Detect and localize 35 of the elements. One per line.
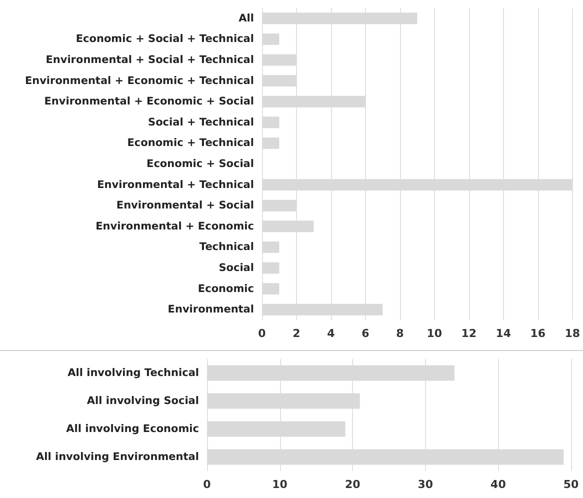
y-tick-label: Environmental + Economic + Social	[44, 96, 254, 108]
y-tick-label: Environmental + Technical	[97, 178, 254, 191]
x-tick-label: 50	[563, 478, 579, 491]
y-tick-label: All	[238, 12, 254, 24]
x-tick-label: 8	[396, 327, 404, 340]
y-tick-label: Social	[218, 262, 254, 274]
y-tick-label: Economic + Social	[146, 158, 254, 170]
y-tick-label: Economic + Technical	[127, 137, 254, 150]
y-tick-label: Environmental + Economic	[96, 220, 254, 232]
x-tick-label: 30	[418, 478, 434, 491]
y-tick-label: Social + Technical	[148, 116, 254, 128]
y-tick-label: All involving Technical	[68, 367, 199, 379]
y-tick-label: All involving Economic	[66, 423, 199, 435]
x-tick-label: 10	[272, 478, 288, 491]
y-tick-label: Environmental + Social + Technical	[46, 54, 254, 66]
y-tick-label: Economic	[198, 282, 254, 295]
x-tick-label: 18	[564, 327, 580, 340]
x-tick-label: 0	[203, 478, 212, 491]
y-tick-label: Technical	[199, 241, 254, 254]
y-tick-label: All involving Social	[86, 395, 199, 407]
x-tick-label: 4	[327, 327, 336, 340]
y-tick-label: Environmental + Social	[116, 200, 254, 212]
x-tick-label: 0	[258, 327, 266, 340]
x-tick-label: 6	[362, 327, 370, 340]
x-tick-label: 12	[461, 327, 477, 340]
x-tick-label: 40	[490, 478, 506, 491]
y-tick-label: Economic + Social + Technical	[76, 33, 254, 46]
x-tick-label: 10	[426, 327, 442, 340]
x-tick-label: 16	[530, 327, 546, 340]
x-tick-label: 20	[344, 478, 361, 491]
y-tick-label: Environmental	[168, 304, 254, 316]
y-tick-label: Environmental + Economic + Technical	[24, 74, 254, 87]
x-tick-label: 14	[496, 327, 512, 340]
y-tick-label: All involving Environmental	[36, 451, 199, 463]
x-tick-label: 2	[292, 327, 300, 340]
